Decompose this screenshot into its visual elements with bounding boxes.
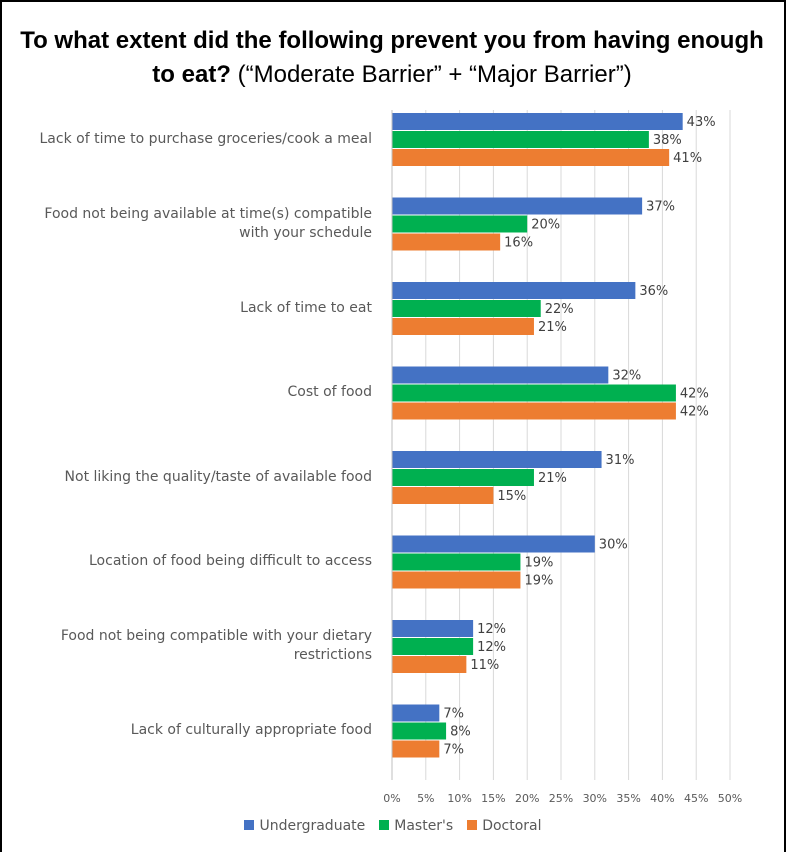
bar [392,535,595,553]
data-label: 12% [477,640,506,655]
x-tick-label: 15% [481,792,505,805]
x-tick-label: 0% [383,792,400,805]
x-tick-label: 10% [447,792,471,805]
category-label: Not liking the quality/taste of availabl… [64,468,372,485]
x-tick-label: 20% [515,792,539,805]
legend-item: Undergraduate [244,818,365,834]
bar [392,215,528,233]
bar [392,620,474,637]
data-label: 41% [673,151,702,166]
category-label: Lack of time to purchase groceries/cook … [39,130,373,147]
bar [392,149,670,166]
legend-swatch [244,820,255,830]
bar [392,366,609,384]
category-label: Cost of food [287,384,372,400]
data-label: 12% [477,622,506,637]
bar [392,571,521,589]
legend-label: Undergraduate [259,818,366,834]
bar [392,384,676,402]
chart-title-qualifier: (“Moderate Barrier” + “Major Barrier”) [230,61,632,88]
data-label: 15% [497,489,526,504]
data-label: 43% [687,115,716,130]
x-tick-label: 25% [549,792,573,805]
chart-title: To what extent did the following prevent… [12,24,772,92]
legend-swatch [467,820,478,830]
bar [392,451,602,468]
data-label: 42% [680,387,709,402]
legend: Undergraduate Master's Doctoral [0,818,786,834]
category-label: Food not being available at time(s) comp… [44,205,372,241]
x-tick-label: 30% [583,792,607,805]
category-label: Food not being compatible with your diet… [60,628,372,663]
data-label: 8% [450,725,471,740]
bar [392,704,440,722]
data-label: 31% [606,453,635,468]
data-label: 20% [531,218,560,233]
legend-label: Doctoral [482,818,542,834]
data-label: 19% [524,556,553,571]
data-label: 36% [639,284,668,299]
x-tick-label: 40% [650,792,674,805]
bar [392,197,643,215]
data-label: 32% [612,369,641,384]
data-label: 38% [653,133,682,148]
category-label: Location of food being difficult to acce… [89,553,372,569]
bar [392,233,501,251]
data-label: 16% [504,236,533,251]
data-label: 21% [538,471,567,486]
data-label: 7% [443,707,464,722]
bar [392,318,534,335]
bar [392,722,447,740]
legend-label: Master's [394,818,454,834]
bar [392,656,467,673]
x-tick-label: 35% [616,792,640,805]
data-label: 7% [443,743,464,758]
legend-item: Doctoral [467,818,542,834]
legend-item: Master's [379,818,453,834]
bar [392,113,683,130]
data-label: 42% [680,405,709,420]
legend-swatch [379,820,390,830]
chart-title-question: To what extent did the following prevent… [20,27,764,88]
category-label: Lack of time to eat [240,299,372,316]
bar [392,638,474,655]
bar [392,282,636,299]
bar [392,402,676,420]
x-tick-label: 5% [417,792,434,805]
category-label: Lack of culturally appropriate food [130,722,372,738]
data-label: 21% [538,320,567,335]
x-tick-label: 50% [718,792,742,805]
data-label: 30% [599,538,628,553]
data-label: 11% [470,658,499,673]
bar [392,300,541,317]
bar [392,740,440,758]
data-label: 37% [646,200,675,215]
data-label: 22% [545,302,574,317]
bar [392,131,649,148]
bar [392,487,494,504]
x-tick-label: 45% [684,792,708,805]
bar [392,469,534,486]
data-label: 19% [524,574,553,589]
bar [392,553,521,571]
